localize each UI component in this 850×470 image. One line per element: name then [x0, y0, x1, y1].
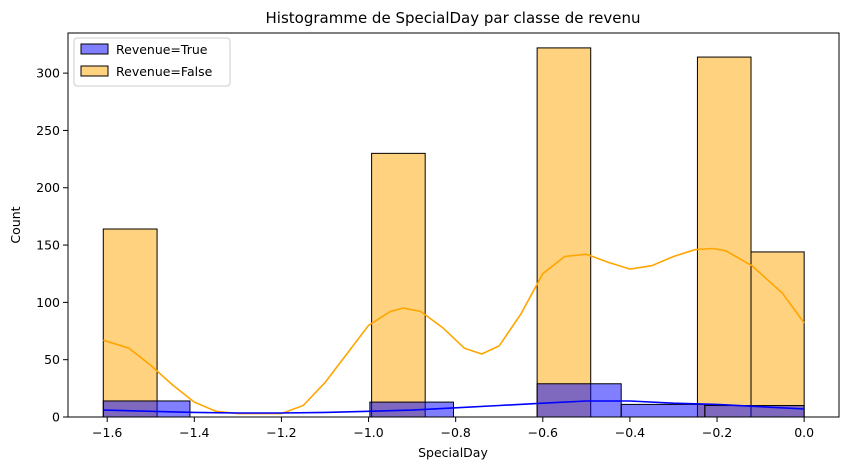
y-axis-ticks: 0 50 100 150 200 250 300	[36, 66, 68, 425]
legend-label-false: Revenue=False	[116, 64, 213, 79]
x-tick-label: −0.6	[528, 425, 558, 440]
y-tick-label: 0	[52, 410, 60, 425]
x-tick-label: −1.2	[266, 425, 296, 440]
kde-line-revenue-true	[103, 400, 805, 414]
chart-title: Histogramme de SpecialDay par classe de …	[266, 9, 641, 27]
legend: Revenue=True Revenue=False	[73, 37, 231, 87]
x-tick-label: −0.4	[615, 425, 645, 440]
bar-revenue-true-3	[620, 403, 706, 418]
kde-lines	[103, 247, 805, 415]
y-tick-label: 250	[36, 123, 60, 138]
bar-revenue-false-0	[102, 228, 158, 418]
bars-revenue-false	[102, 47, 805, 418]
y-tick-label: 50	[44, 352, 60, 367]
x-axis-ticks: −1.6 −1.4 −1.2 −1.0 −0.8 −0.6 −0.4 −0.2 0.0	[92, 417, 814, 440]
legend-label-true: Revenue=True	[116, 42, 208, 57]
x-tick-label: −0.2	[702, 425, 732, 440]
bar-revenue-false-2	[536, 47, 592, 418]
y-axis-label: Count	[8, 206, 23, 243]
bar-revenue-true-0	[102, 400, 191, 418]
x-tick-label: −0.8	[440, 425, 470, 440]
bar-revenue-true-4	[704, 405, 805, 418]
y-tick-label: 200	[36, 180, 60, 195]
x-tick-label: −1.0	[353, 425, 383, 440]
x-axis-label: SpecialDay	[418, 445, 488, 460]
y-tick-label: 300	[36, 66, 60, 81]
y-tick-label: 100	[36, 295, 60, 310]
x-tick-label: 0.0	[794, 425, 814, 440]
bar-revenue-false-3	[696, 56, 752, 418]
y-tick-label: 150	[36, 238, 60, 253]
plot-frame	[67, 32, 840, 418]
legend-box	[73, 37, 231, 87]
x-tick-label: −1.6	[92, 425, 122, 440]
x-tick-label: −1.4	[179, 425, 209, 440]
bar-revenue-false-1	[371, 152, 426, 418]
bar-revenue-false-4	[750, 251, 805, 418]
legend-swatch-true	[80, 43, 109, 55]
legend-swatch-false	[80, 65, 109, 77]
